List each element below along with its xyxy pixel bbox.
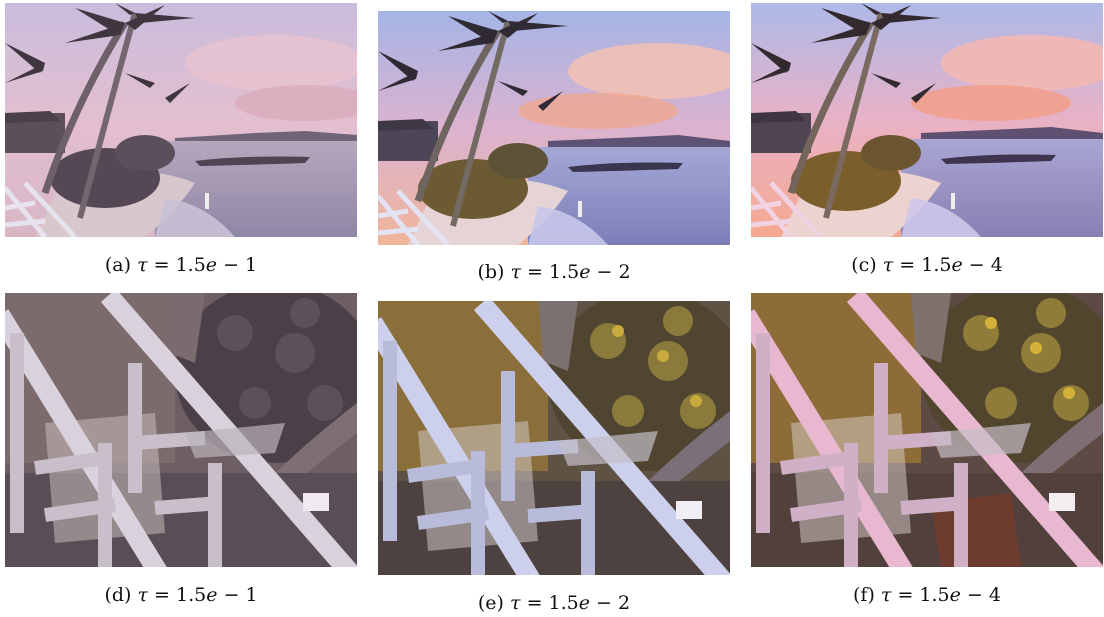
caption-a: (a) τ = 1.5e − 1 [104,254,258,276]
panel-d-image [5,293,357,567]
panel-f-image [751,293,1103,567]
caption-b: (b) τ = 1.5e − 2 [477,261,631,283]
caption-d: (d) τ = 1.5e − 1 [104,584,258,606]
panel-b-image [378,11,730,245]
caption-e: (e) τ = 1.5e − 2 [477,592,631,614]
caption-f: (f) τ = 1.5e − 4 [853,584,1001,606]
caption-c: (c) τ = 1.5e − 4 [851,254,1003,276]
panel-a-image [5,3,357,237]
panel-c-image [751,3,1103,237]
panel-e-image [378,301,730,575]
